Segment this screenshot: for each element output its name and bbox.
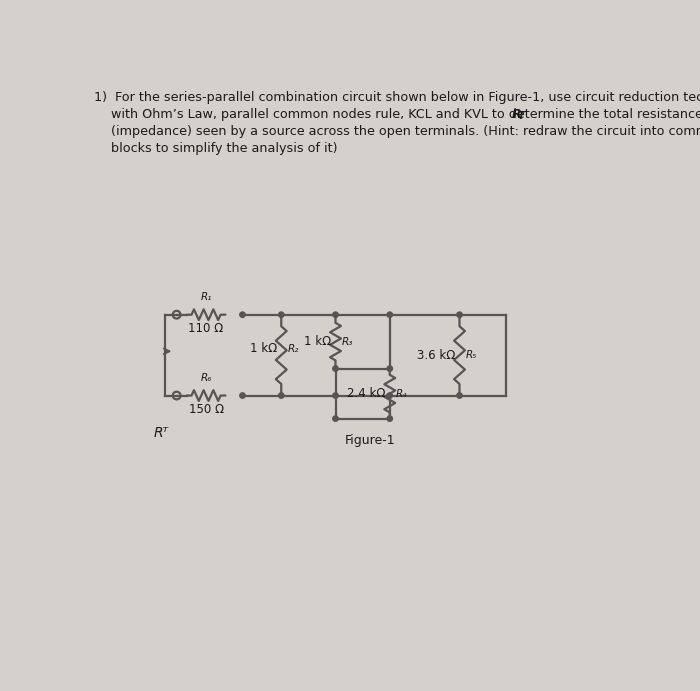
Text: 150 Ω: 150 Ω	[188, 404, 223, 416]
Text: 3.6 kΩ: 3.6 kΩ	[417, 349, 456, 361]
Text: R₄: R₄	[396, 388, 407, 399]
Text: R₅: R₅	[466, 350, 477, 360]
Circle shape	[387, 393, 393, 398]
Circle shape	[332, 366, 338, 371]
Text: R₃: R₃	[342, 337, 353, 347]
Text: blocks to simplify the analysis of it): blocks to simplify the analysis of it)	[111, 142, 337, 155]
Circle shape	[457, 393, 462, 398]
Circle shape	[240, 312, 245, 317]
Text: 110 Ω: 110 Ω	[188, 323, 224, 335]
Text: Rᵀ: Rᵀ	[153, 426, 169, 440]
Text: 2.4 kΩ: 2.4 kΩ	[347, 387, 386, 400]
Circle shape	[332, 416, 338, 422]
Circle shape	[332, 393, 338, 398]
Circle shape	[387, 416, 393, 422]
Circle shape	[387, 366, 393, 371]
Text: R₂: R₂	[288, 344, 299, 354]
Text: T: T	[517, 111, 524, 121]
Text: 1)  For the series-parallel combination circuit shown below in Figure-1, use cir: 1) For the series-parallel combination c…	[94, 91, 700, 104]
Text: Figure-1: Figure-1	[345, 434, 396, 447]
Text: with Ohm’s Law, parallel common nodes rule, KCL and KVL to determine the total r: with Ohm’s Law, parallel common nodes ru…	[111, 108, 700, 122]
Circle shape	[279, 312, 284, 317]
Text: (impedance) seen by a source across the open terminals. (Hint: redraw the circui: (impedance) seen by a source across the …	[111, 125, 700, 138]
Circle shape	[332, 312, 338, 317]
Circle shape	[387, 312, 393, 317]
Text: 1 kΩ: 1 kΩ	[250, 343, 277, 355]
Circle shape	[279, 393, 284, 398]
Text: R₁: R₁	[200, 292, 212, 303]
Circle shape	[457, 312, 462, 317]
Text: R₆: R₆	[200, 373, 212, 384]
Text: R: R	[512, 108, 522, 122]
Circle shape	[240, 393, 245, 398]
Text: 1 kΩ: 1 kΩ	[304, 335, 332, 348]
